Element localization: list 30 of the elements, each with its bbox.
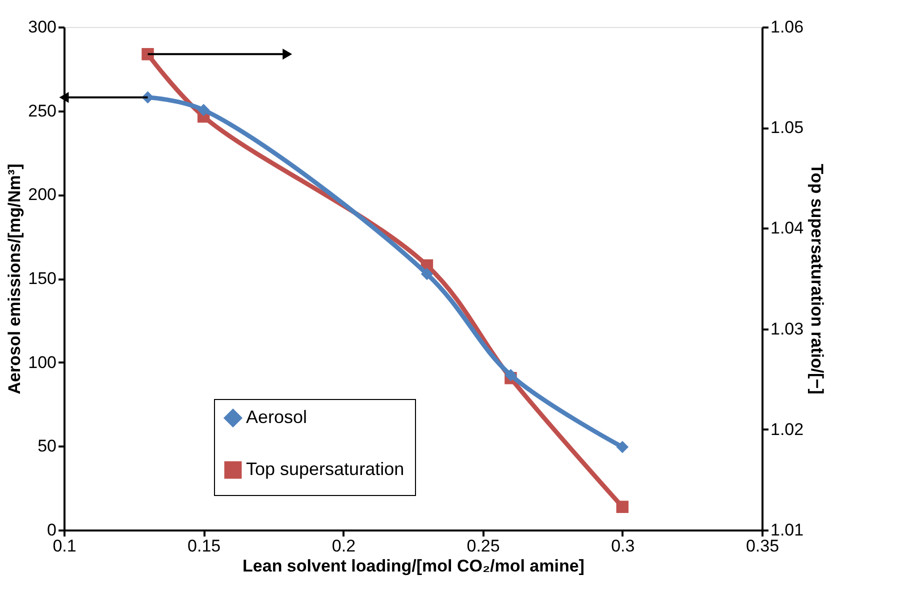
y2-tick-label: 1.01 <box>770 520 804 540</box>
x-tick-label: 0.2 <box>332 536 356 556</box>
y-tick-label: 100 <box>28 352 56 372</box>
point <box>420 268 434 280</box>
y-tick-label: 0 <box>47 520 56 540</box>
y2-tick-label: 1.04 <box>770 218 804 238</box>
point <box>504 368 517 382</box>
legend-label: Aerosol <box>246 407 308 427</box>
y-tick-label: 150 <box>28 269 56 288</box>
point <box>616 440 629 454</box>
legend-label: Top supersaturation <box>246 459 404 479</box>
x-tick-label: 0.1 <box>52 536 76 556</box>
x-tick-label: 0.3 <box>611 536 635 556</box>
y2-tick-label: 1.02 <box>770 420 804 439</box>
point <box>197 104 210 116</box>
point <box>616 500 629 513</box>
y-tick-label: 300 <box>28 18 56 36</box>
y-tick-label: 50 <box>38 436 56 456</box>
x-tick-label: 0.15 <box>188 536 221 556</box>
y2-axis-title: Top supersaturation ratio/[−] <box>808 164 827 394</box>
point <box>142 48 154 60</box>
y2-tick-label: 1.06 <box>770 18 804 36</box>
y-tick-label: 250 <box>28 101 56 120</box>
x-tick-label: 0.25 <box>466 536 500 556</box>
y-tick-label: 200 <box>28 185 56 204</box>
y2-tick-label: 1.03 <box>770 319 804 338</box>
x-axis-title: Lean solvent loading/[mol CO₂/mol amine] <box>242 556 584 576</box>
x-tick-label: 0.35 <box>746 536 780 556</box>
y2-tick-label: 1.05 <box>770 118 804 138</box>
y-axis-title: Aerosol emissions/[mg/Nm³] <box>5 164 24 394</box>
